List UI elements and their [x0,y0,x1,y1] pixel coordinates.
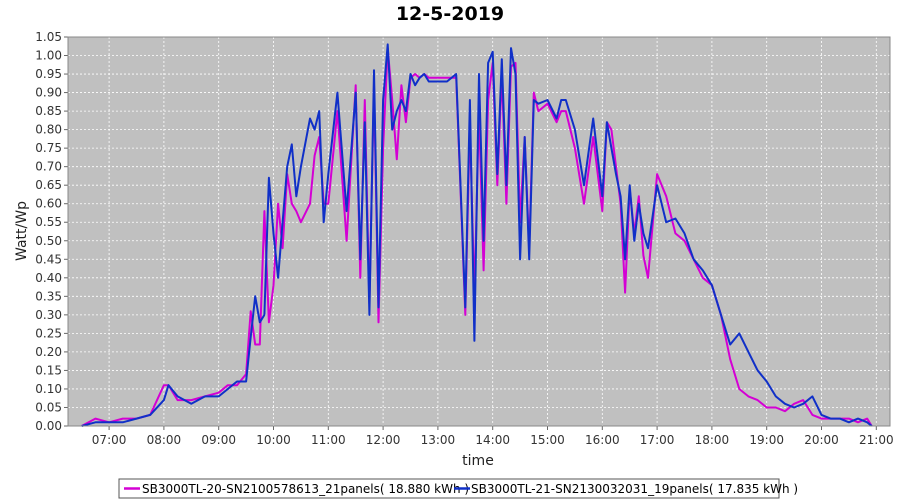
legend: SB3000TL-20-SN2100578613_21panels( 18.88… [118,478,798,499]
y-tick-label: 0.35 [35,289,62,303]
y-tick-label: 0.85 [35,104,62,118]
x-tick-label: 11:00 [311,433,346,447]
chart-title: 12-5-2019 [396,3,504,25]
x-tick-label: 08:00 [147,433,182,447]
y-tick-label: 0.10 [35,382,62,396]
x-tick-label: 16:00 [585,433,620,447]
y-axis-ticks: 0.00 0.05 0.10 0.15 0.20 0.25 0.30 0.35 0.40 0.45… [35,30,68,433]
y-tick-label: 1.05 [35,30,62,44]
legend-box [118,478,780,499]
y-tick-label: 0.90 [35,86,62,100]
x-tick-label: 13:00 [421,433,456,447]
x-tick-label: 09:00 [201,433,236,447]
x-tick-label: 18:00 [695,433,730,447]
y-tick-label: 0.25 [35,326,62,340]
x-axis-ticks: 07:00 08:00 09:00 10:00 11:00 12:00 13:00 14:00… [92,426,894,447]
y-tick-label: 0.70 [35,160,62,174]
y-tick-label: 0.30 [35,308,62,322]
y-tick-label: 0.75 [35,141,62,155]
x-tick-label: 20:00 [804,433,839,447]
y-tick-label: 0.15 [35,363,62,377]
legend-entry-series-2: SB3000TL-21-SN2130032031_19panels( 17.83… [471,482,798,496]
legend-entry-series-1: SB3000TL-20-SN2100578613_21panels( 18.88… [142,482,469,496]
y-tick-label: 0.05 [35,400,62,414]
y-tick-label: 0.40 [35,271,62,285]
y-tick-label: 0.55 [35,215,62,229]
x-tick-label: 19:00 [749,433,784,447]
y-tick-label: 0.60 [35,197,62,211]
x-axis-label: time [462,453,494,469]
y-tick-label: 0.20 [35,345,62,359]
x-tick-label: 12:00 [366,433,401,447]
x-tick-label: 07:00 [92,433,127,447]
y-tick-label: 0.45 [35,252,62,266]
plot-border [67,36,891,427]
y-tick-label: 0.95 [35,67,62,81]
series-layer [81,43,873,427]
y-tick-label: 0.00 [35,419,62,433]
x-tick-label: 10:00 [256,433,291,447]
y-tick-label: 0.50 [35,234,62,248]
y-axis-label: Watt/Wp [14,201,30,261]
x-tick-label: 15:00 [530,433,565,447]
y-tick-label: 0.80 [35,123,62,137]
x-tick-label: 14:00 [475,433,510,447]
y-tick-label: 1.00 [35,49,62,63]
series-line-2 [81,43,873,427]
x-tick-label: 21:00 [859,433,894,447]
x-tick-label: 17:00 [640,433,675,447]
y-tick-label: 0.65 [35,178,62,192]
